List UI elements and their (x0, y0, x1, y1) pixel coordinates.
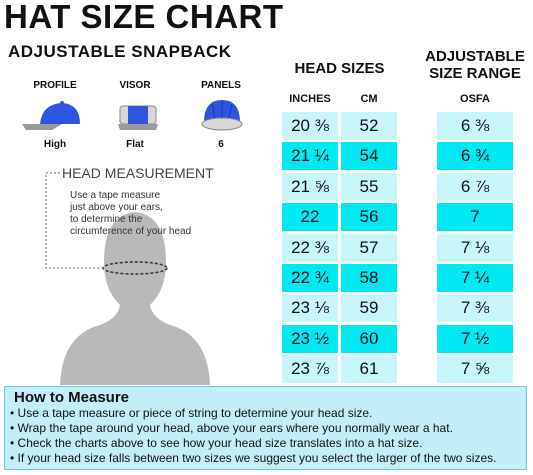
table-cell: 23 ½ (282, 324, 338, 353)
table-cell: 56 (341, 203, 397, 232)
feature-label: PROFILE (33, 80, 77, 91)
table-cell: 60 (341, 324, 397, 353)
column-header: CM (360, 93, 378, 105)
size-range-title: ADJUSTABLE (425, 48, 525, 65)
column-header: INCHES (289, 93, 331, 105)
measurement-pointer (45, 172, 100, 269)
table-cell: 22 ⅜ (282, 233, 338, 262)
column-header: OSFA (460, 93, 490, 105)
size-range-cell: 6 ⅞ (437, 172, 513, 201)
table-cell: 61 (341, 355, 397, 384)
table-cell: 21 ⅝ (282, 172, 338, 201)
feature-label: VISOR (119, 80, 151, 91)
table-cell: 23 ⅛ (282, 294, 338, 323)
table-cell: 59 (341, 294, 397, 323)
table-cell: 54 (341, 142, 397, 171)
size-range-cell: 7 ⅜ (437, 294, 513, 323)
size-range-cell: 7 ½ (437, 324, 513, 353)
size-range-cell: 7 ⅝ (437, 355, 513, 384)
head-silhouette (60, 212, 210, 385)
measurement-heading: HEAD MEASUREMENT (62, 165, 214, 181)
feature-value: High (43, 139, 67, 150)
how-to-box (4, 386, 527, 470)
subtitle: ADJUSTABLE SNAPBACK (8, 42, 232, 61)
size-range-cell: 6 ⅜ (437, 112, 513, 140)
title: HAT SIZE CHART (4, 0, 284, 35)
measurement-text: to determine the (70, 214, 143, 225)
hat-profile-icon (22, 101, 80, 130)
how-to-item: • Wrap the tape around your head, above … (10, 421, 453, 435)
measurement-text: just above your ears, (70, 202, 163, 213)
how-to-item: • Check the charts above to see how your… (10, 436, 423, 450)
how-to-item: • Use a tape measure or piece of string … (10, 406, 373, 420)
feature-value: Flat (126, 139, 144, 150)
table-cell: 58 (341, 264, 397, 292)
table-cell: 21 ¼ (282, 142, 338, 171)
table-cell: 22 (282, 203, 338, 232)
table-cell: 55 (341, 172, 397, 201)
size-range-cell: 7 (437, 203, 513, 232)
feature-value: 6 (218, 139, 224, 150)
head-sizes-title: HEAD SIZES (294, 60, 385, 77)
how-to-item: • If your head size falls between two si… (10, 451, 497, 465)
feature-label: PANELS (201, 80, 241, 91)
table-cell: 57 (341, 233, 397, 262)
table-cell: 23 ⅞ (282, 355, 338, 384)
hat-visor-icon (118, 105, 158, 130)
table-cell: 20 ⅜ (282, 112, 338, 140)
table-cell: 22 ¾ (282, 264, 338, 292)
how-to-title: How to Measure (14, 389, 130, 406)
size-range-cell: 7 ¼ (437, 264, 513, 292)
size-range-cell: 7 ⅛ (437, 233, 513, 262)
hat-panels-icon (201, 100, 243, 131)
measurement-text: circumference of your head (70, 226, 192, 237)
table-cell: 52 (341, 112, 397, 140)
size-range-cell: 6 ¾ (437, 142, 513, 171)
size-range-title: SIZE RANGE (429, 65, 521, 82)
measurement-text: Use a tape measure (70, 190, 161, 201)
